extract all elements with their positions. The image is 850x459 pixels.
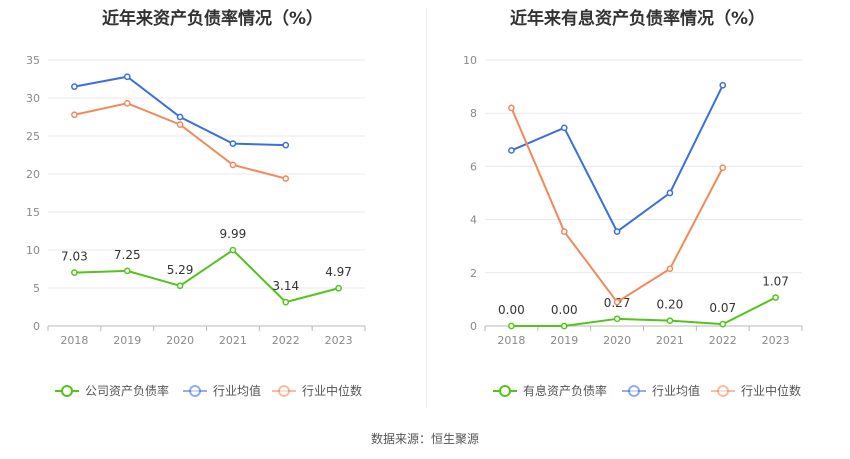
data-point[interactable] [508,104,515,112]
series-line-1 [511,84,724,234]
data-point[interactable] [508,147,515,154]
chart-svg-interest-bearing: 0 2 4 6 8 10 2018 2019 2020 2021 2022 2023 0.00 0.00 0… [463,54,803,398]
x-tick-label: 2019 [550,334,578,347]
panel-divider [426,8,427,408]
legend-swatch-marker[interactable] [628,385,640,397]
data-point[interactable] [772,294,779,301]
data-point[interactable] [666,265,674,273]
x-tick-label: 2019 [113,334,141,347]
data-label: 7.25 [114,248,141,262]
data-point[interactable] [176,282,184,290]
data-point[interactable] [71,83,78,90]
legend-label[interactable]: 行业均值 [652,383,700,398]
y-tick-label: 6 [470,160,477,173]
data-point[interactable] [176,113,184,121]
legend-label[interactable]: 有息资产负债率 [523,383,607,398]
y-tick-label: 0 [33,320,40,333]
y-tick-label: 5 [33,282,40,295]
y-tick-label: 10 [26,244,40,257]
data-point[interactable] [666,189,674,197]
data-point[interactable] [71,111,78,119]
y-tick-label: 20 [26,168,40,181]
data-label: 3.14 [272,279,299,293]
data-label: 9.99 [220,227,247,241]
data-label: 7.03 [61,250,88,264]
legend-label[interactable]: 行业中位数 [302,383,362,398]
series-line-0 [511,296,777,327]
x-tick-label: 2018 [60,334,88,347]
y-tick-label: 2 [470,267,477,280]
x-tick-label: 2023 [762,334,790,347]
data-point[interactable] [666,317,674,325]
y-tick-label: 30 [26,92,40,105]
data-point[interactable] [335,284,342,292]
x-tick-label: 2022 [709,334,737,347]
data-point[interactable] [719,164,727,172]
data-point[interactable] [282,141,290,149]
legend-swatch-marker[interactable] [717,385,729,397]
chart-panel-interest-bearing: 近年来有息资产负债率情况（%） 0 2 4 6 8 10 2018 2019 2020 2021 2… [425,0,850,420]
x-tick-label: 2022 [272,334,300,347]
data-point[interactable] [560,124,568,132]
data-point[interactable] [719,81,727,89]
data-point[interactable] [229,161,237,169]
legend-swatch-marker[interactable] [61,385,73,397]
data-label: 0.00 [498,303,525,317]
data-point[interactable] [560,228,568,235]
y-tick-label: 8 [470,107,477,120]
data-point[interactable] [229,140,237,147]
chart-svg-asset-liability: 0 5 10 15 20 25 30 35 2018 2019 2020 2021 2022 2023 7.… [26,54,366,398]
y-tick-label: 35 [26,54,40,67]
chart-panel-asset-liability: 近年来资产负债率情况（%） 0 5 10 15 20 25 30 35 2018 2019 2020… [0,0,425,420]
legend-label[interactable]: 行业均值 [213,383,261,398]
data-label: 0.00 [551,303,578,317]
x-tick-label: 2020 [166,334,194,347]
x-tick-label: 2021 [656,334,684,347]
legend-label[interactable]: 公司资产负债率 [85,383,169,398]
x-tick-label: 2018 [497,334,525,347]
data-point[interactable] [508,322,515,330]
data-point[interactable] [282,175,290,182]
x-tick-label: 2023 [325,334,353,347]
series-line-0 [74,248,339,304]
data-point[interactable] [123,99,131,107]
x-tick-label: 2021 [219,334,247,347]
series-line-1 [74,75,286,147]
data-point[interactable] [229,246,237,254]
data-label: 1.07 [762,275,789,289]
legend-swatch-marker[interactable] [499,385,511,397]
data-point[interactable] [560,322,568,330]
y-tick-label: 15 [26,206,40,219]
y-tick-label: 10 [463,54,477,67]
data-label: 5.29 [167,263,194,277]
chart-title: 近年来资产负债率情况（%） [101,9,324,29]
data-point[interactable] [71,269,78,276]
data-label: 0.07 [709,301,736,315]
data-label: 4.97 [325,265,352,279]
legend-label[interactable]: 行业中位数 [741,383,801,398]
data-point[interactable] [123,73,131,81]
data-point[interactable] [282,298,290,306]
data-point[interactable] [613,298,621,306]
data-point[interactable] [123,267,131,275]
data-point[interactable] [613,228,621,235]
data-point[interactable] [613,315,621,323]
data-point[interactable] [719,320,727,328]
x-tick-label: 2020 [603,334,631,347]
legend-swatch-marker[interactable] [189,385,201,397]
y-tick-label: 25 [26,130,40,143]
data-point[interactable] [176,121,184,128]
y-tick-label: 4 [470,214,477,227]
y-tick-label: 0 [470,320,477,333]
data-label: 0.20 [657,298,684,312]
legend-swatch-marker[interactable] [278,385,290,397]
chart-title: 近年来有息资产负债率情况（%） [509,9,766,29]
data-source: 数据来源：恒生聚源 [370,432,479,446]
